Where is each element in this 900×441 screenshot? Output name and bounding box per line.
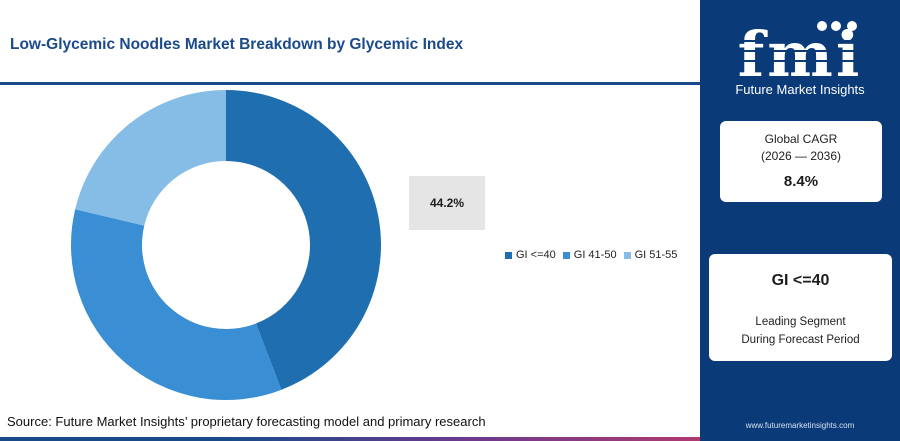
legend-item: GI 51-55 [623,249,678,261]
title-divider [0,82,700,85]
leading-share-callout: 44.2% [409,176,485,230]
legend-label: GI 51-55 [634,249,678,261]
legend-item: GI 41-50 [562,249,617,261]
brand-sidebar [700,0,900,441]
segment-name: GI <=40 [771,272,830,289]
runner-icon [831,21,841,31]
legend-label: GI <=40 [516,249,556,261]
segment-description-line1: Leading Segment [755,316,846,328]
legend-swatch [623,251,631,259]
food-icon [847,21,857,31]
fmi-logo: fmi [734,18,866,91]
svg-text:fmi: fmi [738,18,863,91]
segment-description-line2: During Forecast Period [741,334,860,346]
cagr-period: (2026 — 2036) [760,149,842,163]
website-url: www.futuremarketinsights.com [745,421,855,430]
donut-chart [70,90,382,400]
donut-slice-gi-51-55 [75,90,226,226]
legend-swatch [505,251,512,259]
source-note: Source: Future Market Insights’ propriet… [7,414,486,429]
chart-panel: Low-Glycemic Noodles Market Breakdown by… [0,36,700,441]
cagr-value: 8.4% [783,173,819,190]
legend-label: GI 41-50 [573,249,617,261]
legend-item: GI <=40 [505,249,556,261]
donut-slice-gi-41-50 [70,209,282,400]
chart-legend: GI <=40 GI 41-50 GI 51-55 [505,249,684,261]
leading-segment-card: GI <=40 Leading Segment During Forecast … [709,254,892,361]
globe-icon [817,21,827,31]
brand-name: Future Market Insights [735,82,865,97]
donut-slice-gi-40 [226,90,382,390]
cagr-label: Global CAGR [764,132,838,146]
chart-title: Low-Glycemic Noodles Market Breakdown by… [10,36,464,53]
legend-swatch [562,251,570,259]
bottom-accent-bar [0,437,700,441]
cagr-card: Global CAGR (2026 — 2036) 8.4% [720,121,882,202]
